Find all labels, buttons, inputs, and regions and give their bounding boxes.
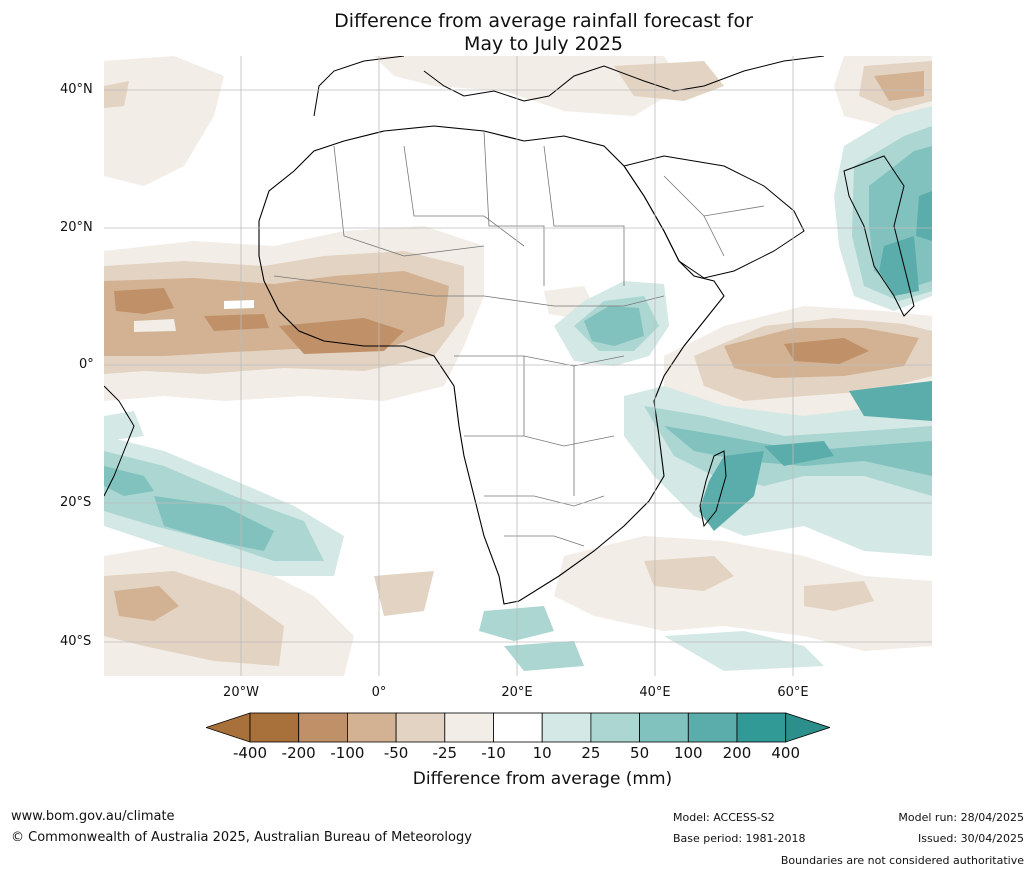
lat-label-40n: 40°N — [60, 82, 93, 97]
colorbar-tick-label: -400 — [232, 744, 268, 762]
colorbar-swatch-5 — [493, 712, 543, 743]
lon-label-20e: 20°E — [501, 685, 533, 700]
title-line-2: May to July 2025 — [464, 33, 623, 55]
map-panel — [104, 56, 932, 676]
colorbar-tick-label: -10 — [481, 744, 506, 762]
colorbar-swatch-10 — [736, 712, 787, 743]
footer-url: www.bom.gov.au/climate — [11, 809, 175, 824]
colorbar-tick-label: -200 — [281, 744, 316, 762]
lat-label-40s: 40°S — [60, 634, 92, 649]
footer-model-run: Model run: 28/04/2025 — [898, 811, 1024, 824]
colorbar-tick-label: 200 — [722, 744, 752, 762]
colorbar-extend-low — [206, 712, 251, 743]
footer-base-period: Base period: 1981-2018 — [673, 832, 806, 845]
colorbar — [206, 712, 830, 743]
colorbar-swatch-8 — [639, 712, 689, 743]
colorbar-swatch-2 — [346, 712, 397, 743]
lat-label-0: 0° — [79, 357, 94, 372]
lon-label-0: 0° — [371, 685, 387, 700]
colorbar-tick-label: 25 — [581, 744, 601, 762]
chart-title: Difference from average rainfall forecas… — [0, 10, 1035, 56]
colorbar-tick-label: 100 — [673, 744, 703, 762]
footer-model: Model: ACCESS-S2 — [673, 811, 775, 824]
lat-label-20s: 20°S — [60, 495, 92, 510]
lon-label-60e: 60°E — [777, 685, 809, 700]
colorbar-extend-high — [785, 712, 830, 743]
colorbar-swatch-7 — [590, 712, 640, 743]
colorbar-swatch-4 — [444, 712, 494, 743]
footer-issued: Issued: 30/04/2025 — [917, 832, 1024, 845]
footer-copyright: © Commonwealth of Australia 2025, Austra… — [11, 830, 472, 845]
colorbar-tick-label: -25 — [432, 744, 458, 762]
colorbar-swatch-0 — [249, 712, 300, 743]
lon-label-40e: 40°E — [639, 685, 671, 700]
colorbar-swatch-6 — [541, 712, 592, 743]
title-line-1: Difference from average rainfall forecas… — [334, 10, 753, 32]
colorbar-tick-label: 400 — [771, 744, 800, 762]
colorbar-tick-label: -100 — [330, 744, 365, 762]
footer-disclaimer: Boundaries are not considered authoritat… — [780, 854, 1024, 867]
colorbar-swatch-9 — [687, 712, 738, 743]
colorbar-tick-label: -50 — [383, 744, 409, 762]
colorbar-tick-label: 50 — [630, 744, 650, 762]
rainfall-map — [104, 56, 932, 676]
lon-label-20w: 20°W — [223, 685, 259, 700]
colorbar-tick-label: 10 — [532, 744, 552, 762]
colorbar-swatch-3 — [395, 712, 446, 743]
colorbar-swatch-1 — [298, 712, 348, 743]
lat-label-20n: 20°N — [60, 220, 93, 235]
colorbar-label: Difference from average (mm) — [412, 769, 673, 789]
